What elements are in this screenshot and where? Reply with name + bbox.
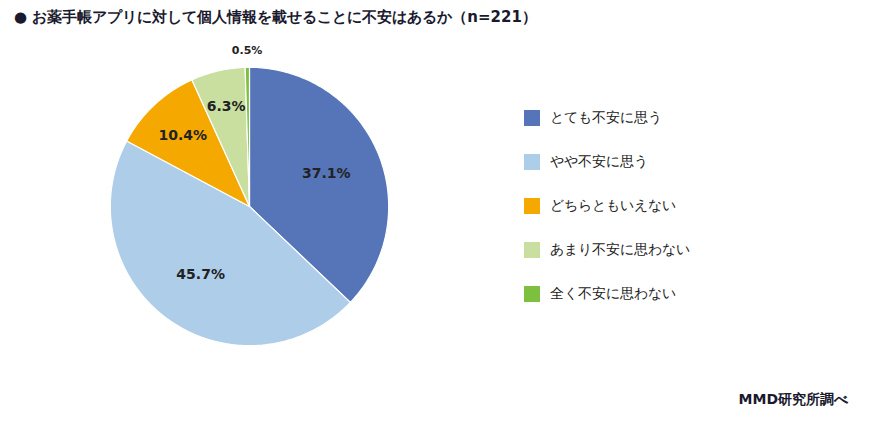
svg-text:45.7%: 45.7%: [176, 266, 225, 282]
svg-text:10.4%: 10.4%: [159, 127, 208, 143]
svg-text:37.1%: 37.1%: [302, 165, 351, 181]
html-text:● お薬手帳アプリに対して個人情報を載せることに不安はあるか: ● お薬手帳アプリに対して個人情報を載せることに不安はあるか（n=221）: [14, 8, 537, 26]
html-text:あまり不安に思わない: あまり不安に思わない: [550, 241, 690, 257]
html-text:やや不安に思う: やや不安に思う: [550, 153, 648, 169]
html-text:MMD研究所調べ: MMD研究所調べ: [738, 391, 848, 407]
html-text:どちらともいえない: どちらともいえない: [550, 197, 676, 213]
svg-text:0.5%: 0.5%: [232, 44, 263, 57]
html-text:とても不安に思う: とても不安に思う: [550, 109, 662, 125]
html-text:全く不安に思わない: 全く不安に思わない: [550, 285, 676, 301]
svg-text:6.3%: 6.3%: [207, 98, 246, 114]
